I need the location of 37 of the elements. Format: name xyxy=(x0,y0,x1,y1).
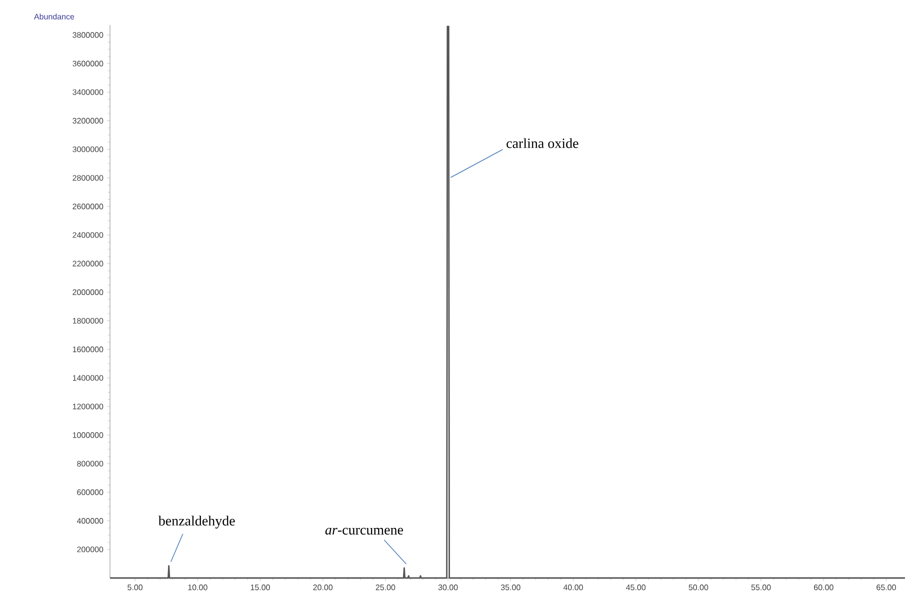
y-tick-label: 3600000 xyxy=(72,60,104,66)
y-tick-label: 2000000 xyxy=(72,289,104,296)
x-tick-label: 30.00 xyxy=(438,584,458,590)
y-axis-title: Abundance xyxy=(34,14,74,20)
y-tick-label: 1400000 xyxy=(72,375,104,381)
y-tick-label: 3000000 xyxy=(72,146,104,152)
annotation: ar-curcumene xyxy=(325,528,404,535)
y-tick-label: 800000 xyxy=(77,460,104,467)
x-tick-label: 5.00 xyxy=(128,584,143,590)
y-tick-label: 3400000 xyxy=(72,89,104,95)
y-tick-label: 2200000 xyxy=(72,260,104,266)
line-series xyxy=(109,26,906,579)
x-tick-label: 20.00 xyxy=(313,584,333,590)
y-tick-label: 1200000 xyxy=(72,404,104,410)
y-tick-label: 200000 xyxy=(77,546,104,552)
x-tick-label: 60.00 xyxy=(814,584,834,590)
x-tick-label: 35.00 xyxy=(500,584,520,590)
y-tick-label: 2400000 xyxy=(72,232,104,238)
annotation: benzaldehyde xyxy=(158,516,235,528)
annotation: carlina oxide xyxy=(506,138,578,148)
x-tick-label: 15.00 xyxy=(250,584,270,590)
x-tick-label: 10.00 xyxy=(188,584,208,590)
y-tick-label: 1800000 xyxy=(72,318,104,324)
y-tick-label: 1000000 xyxy=(72,432,104,438)
y-tick-label: 600000 xyxy=(77,489,104,496)
x-tick-label: 25.00 xyxy=(376,584,396,590)
y-tick-label: 2800000 xyxy=(72,175,104,181)
y-tick-label: 400000 xyxy=(76,518,104,524)
y-tick-label: 1600000 xyxy=(72,346,104,352)
x-tick-label: 55.00 xyxy=(751,584,771,590)
y-tick-label: 3800000 xyxy=(72,32,104,38)
x-tick-label: 50.00 xyxy=(688,584,708,590)
x-tick-label: 65.00 xyxy=(876,584,896,590)
x-tick-label: 40.00 xyxy=(563,584,583,590)
y-tick-label: 2600000 xyxy=(72,204,104,210)
x-tick-label: 45.00 xyxy=(626,584,646,590)
y-tick-label: 3200000 xyxy=(72,118,104,124)
